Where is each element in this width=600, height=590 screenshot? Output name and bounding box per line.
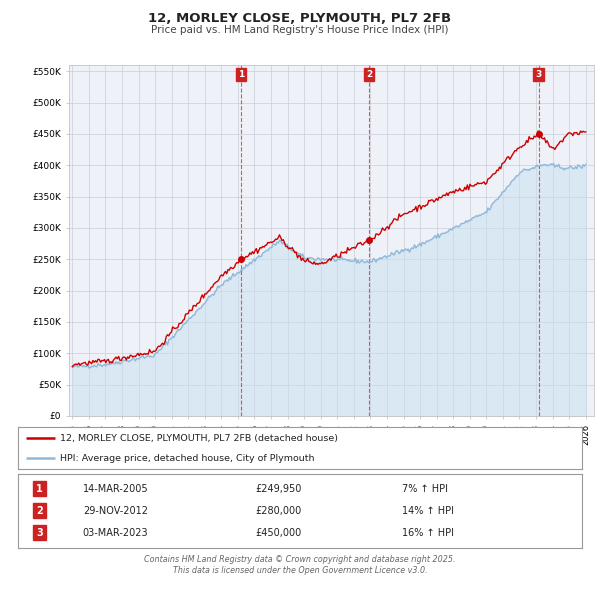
Text: 3: 3 <box>36 528 43 537</box>
Text: 12, MORLEY CLOSE, PLYMOUTH, PL7 2FB (detached house): 12, MORLEY CLOSE, PLYMOUTH, PL7 2FB (det… <box>60 434 338 443</box>
Text: 1: 1 <box>36 484 43 493</box>
Text: 3: 3 <box>536 70 542 79</box>
Text: 2: 2 <box>36 506 43 516</box>
Text: 2: 2 <box>366 70 372 79</box>
Text: 12, MORLEY CLOSE, PLYMOUTH, PL7 2FB: 12, MORLEY CLOSE, PLYMOUTH, PL7 2FB <box>148 12 452 25</box>
Text: Contains HM Land Registry data © Crown copyright and database right 2025.: Contains HM Land Registry data © Crown c… <box>144 555 456 563</box>
Text: £249,950: £249,950 <box>255 484 301 493</box>
Text: 03-MAR-2023: 03-MAR-2023 <box>83 528 148 537</box>
Text: £450,000: £450,000 <box>255 528 301 537</box>
Text: 7% ↑ HPI: 7% ↑ HPI <box>401 484 448 493</box>
Text: £280,000: £280,000 <box>255 506 301 516</box>
Text: HPI: Average price, detached house, City of Plymouth: HPI: Average price, detached house, City… <box>60 454 315 463</box>
Text: 29-NOV-2012: 29-NOV-2012 <box>83 506 148 516</box>
Text: 16% ↑ HPI: 16% ↑ HPI <box>401 528 454 537</box>
Text: 1: 1 <box>238 70 244 79</box>
Text: 14-MAR-2005: 14-MAR-2005 <box>83 484 148 493</box>
Text: 14% ↑ HPI: 14% ↑ HPI <box>401 506 454 516</box>
Text: Price paid vs. HM Land Registry's House Price Index (HPI): Price paid vs. HM Land Registry's House … <box>151 25 449 35</box>
Text: This data is licensed under the Open Government Licence v3.0.: This data is licensed under the Open Gov… <box>173 566 427 575</box>
